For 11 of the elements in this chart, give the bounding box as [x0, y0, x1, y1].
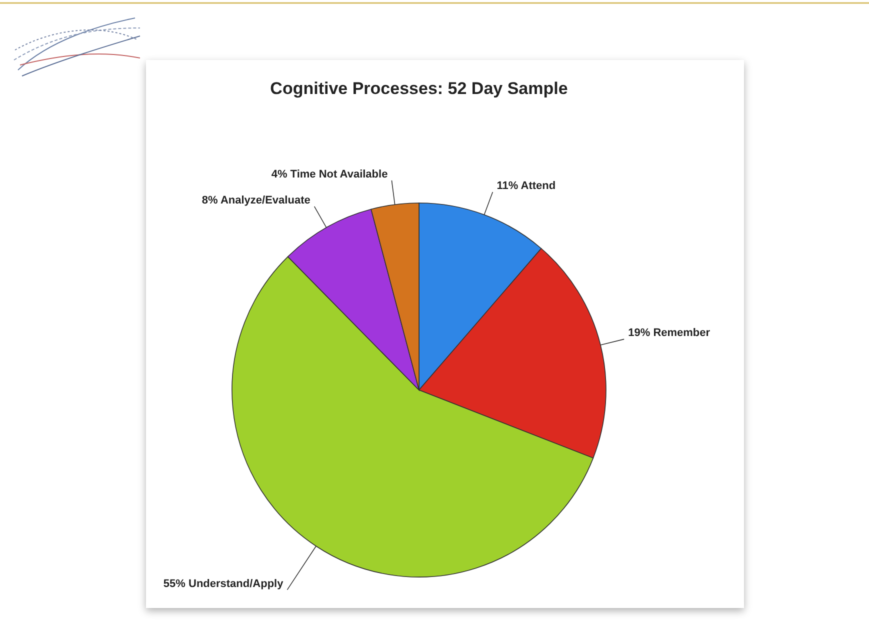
- data-label: 8%: [202, 194, 218, 206]
- data-label: 4%: [271, 168, 288, 180]
- data-label: 19%: [628, 327, 650, 340]
- slice-label: Remember: [653, 327, 710, 340]
- data-label: 55%: [163, 578, 186, 590]
- slice-label: Time Not Available: [290, 168, 388, 180]
- chart-title: Cognitive Processes: 52 Day Sample: [270, 79, 568, 98]
- slice-label: Analyze/Evaluate: [220, 194, 310, 206]
- slice-label: Attend: [520, 180, 556, 192]
- slice-label: Understand/Apply: [188, 578, 284, 590]
- data-label: 11%: [496, 180, 518, 192]
